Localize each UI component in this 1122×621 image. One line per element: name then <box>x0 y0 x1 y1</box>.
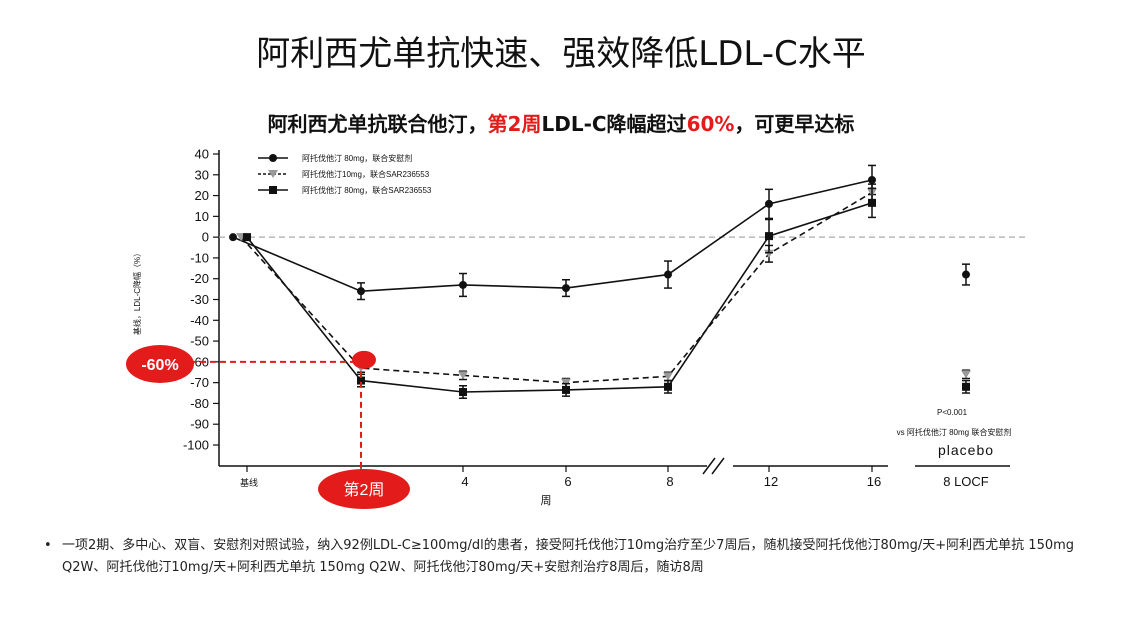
y-tick-label-5: -10 <box>190 250 209 265</box>
week2-highlight-dot <box>352 350 376 369</box>
y-tick-label-6: -20 <box>190 271 209 286</box>
x-tick-label-locf: 8 LOCF <box>943 474 989 489</box>
chart-title: 阿利西尤单抗联合他汀，第2周LDL-C降幅超过60%，可更早达标 <box>0 108 1122 137</box>
y-tick-label-1: 30 <box>195 167 209 182</box>
legend-marker-1 <box>268 170 278 178</box>
series-1-point-2 <box>458 371 468 380</box>
y-tick-label-13: -90 <box>190 417 209 432</box>
series-1-point-3 <box>561 378 571 387</box>
callout-week2-bubble <box>318 469 410 509</box>
axis-break-mark-1 <box>702 457 716 475</box>
series-2-point-4 <box>664 382 672 391</box>
y-tick-label-10: -60 <box>190 354 209 369</box>
y-axis-label: 基线，LDL-C降幅（%） <box>132 249 142 335</box>
footnote-text: 一项2期、多中心、双盲、安慰剂对照试验，纳入92例LDL-C≥100mg/dl的… <box>62 538 1075 575</box>
vs-comparison-label: vs 阿托伐他汀 80mg 联合安慰剂 <box>897 427 1012 437</box>
callout-60-label: -60% <box>141 357 178 374</box>
series-2-point-2 <box>459 387 467 396</box>
study-footnote: • 一项2期、多中心、双盲、安慰剂对照试验，纳入92例LDL-C≥100mg/d… <box>44 535 1094 579</box>
series-2-point-5 <box>765 232 773 241</box>
chart-title-part-1: 阿利西尤单抗联合他汀， <box>267 112 488 136</box>
y-tick-label-4: 0 <box>202 230 209 245</box>
legend-marker-2 <box>269 186 277 194</box>
series-0-point-4 <box>664 270 672 279</box>
series-1-point-4 <box>663 372 673 381</box>
callout-week2-label: 第2周 <box>344 481 385 499</box>
series-1-point-5 <box>764 249 774 258</box>
series-0-locf-point <box>962 270 970 279</box>
chart-title-part-3: LDL-C降幅超过 <box>541 112 687 136</box>
y-tick-label-11: -70 <box>190 375 209 390</box>
placebo-label: placebo <box>938 442 994 458</box>
chart-title-highlight-week: 第2周 <box>487 112 542 136</box>
y-tick-label-7: -30 <box>190 292 209 307</box>
series-0-point-6 <box>868 175 876 184</box>
legend-label-2: 阿托伐他汀 80mg，联合SAR236553 <box>302 185 432 195</box>
x-axis-label: 周 <box>541 494 552 507</box>
bullet-icon: • <box>44 538 52 553</box>
series-2-point-0 <box>243 233 251 242</box>
legend-label-0: 阿托伐他汀 80mg，联合安慰剂 <box>302 153 412 163</box>
x-tick-label-6: 16 <box>867 474 881 489</box>
y-tick-label-8: -40 <box>190 313 209 328</box>
p-value-label: P<0.001 <box>937 408 968 417</box>
series-2-line <box>246 202 873 393</box>
series-0-point-0 <box>229 233 237 242</box>
y-tick-label-0: 40 <box>195 147 209 162</box>
axis-break-mark-2 <box>711 457 725 475</box>
chart-title-part-5: ，可更早达标 <box>734 112 855 136</box>
x-tick-label-4: 8 <box>666 474 673 489</box>
y-tick-label-14: -100 <box>183 438 209 453</box>
x-tick-label-3: 6 <box>564 474 571 489</box>
series-0-line <box>232 179 873 292</box>
slide-title: 阿利西尤单抗快速、强效降低LDL-C水平 <box>256 34 866 74</box>
series-0-point-5 <box>765 199 773 208</box>
callout-60-bubble <box>126 345 194 383</box>
legend-label-1: 阿托伐他汀10mg，联合SAR236553 <box>302 169 430 179</box>
series-1-locf-point <box>961 370 971 379</box>
series-2-point-3 <box>562 385 570 394</box>
series-2-point-1 <box>357 376 365 385</box>
x-tick-label-2: 4 <box>461 474 468 489</box>
series-0-point-3 <box>562 284 570 293</box>
x-tick-label-0: 基线 <box>240 477 258 488</box>
series-2-locf-point <box>962 382 970 391</box>
series-0-point-2 <box>459 280 467 289</box>
y-tick-label-12: -80 <box>190 396 209 411</box>
y-tick-label-3: 10 <box>195 209 209 224</box>
x-tick-label-5: 12 <box>764 474 778 489</box>
series-0-point-1 <box>357 287 365 296</box>
y-tick-label-2: 20 <box>195 188 209 203</box>
chart-title-highlight-percent: 60% <box>686 112 735 136</box>
y-tick-label-9: -50 <box>190 334 209 349</box>
series-2-point-6 <box>868 198 876 207</box>
legend-marker-0 <box>269 154 277 162</box>
